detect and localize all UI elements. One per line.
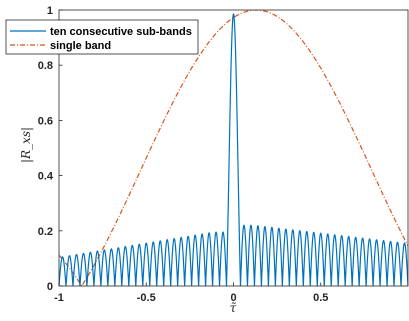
x-axis: -1 -0.5 0 0.5: [54, 282, 328, 304]
legend: ten consecutive sub-bands single band: [5, 19, 199, 55]
x-tick-label: -1: [54, 292, 64, 304]
x-tick-label: -0.5: [137, 292, 156, 304]
y-tick-label: 0.6: [38, 115, 53, 127]
series-line-single-band: [59, 10, 408, 286]
plot-area: [59, 10, 408, 286]
x-tick-label: 0: [230, 292, 236, 304]
y-tick-label: 0: [47, 281, 53, 293]
legend-box: [5, 19, 199, 55]
y-axis: 0 0.2 0.4 0.6 0.8 1: [38, 5, 63, 293]
legend-label-single-band: single band: [50, 40, 111, 52]
svg-text:|R_xs|: |R_xs|: [19, 127, 33, 163]
y-tick-label: 1: [47, 5, 53, 17]
legend-label-sub-bands: ten consecutive sub-bands: [50, 26, 192, 38]
y-tick-label: 0.4: [38, 171, 54, 183]
x-axis-label: τ̃: [230, 301, 237, 315]
y-tick-label: 0.2: [38, 226, 53, 238]
series-line-sub-bands: [59, 13, 408, 286]
x-tick-label: 0.5: [313, 292, 328, 304]
y-axis-label: |R_xs|: [19, 127, 33, 163]
y-tick-label: 0.8: [38, 60, 53, 72]
